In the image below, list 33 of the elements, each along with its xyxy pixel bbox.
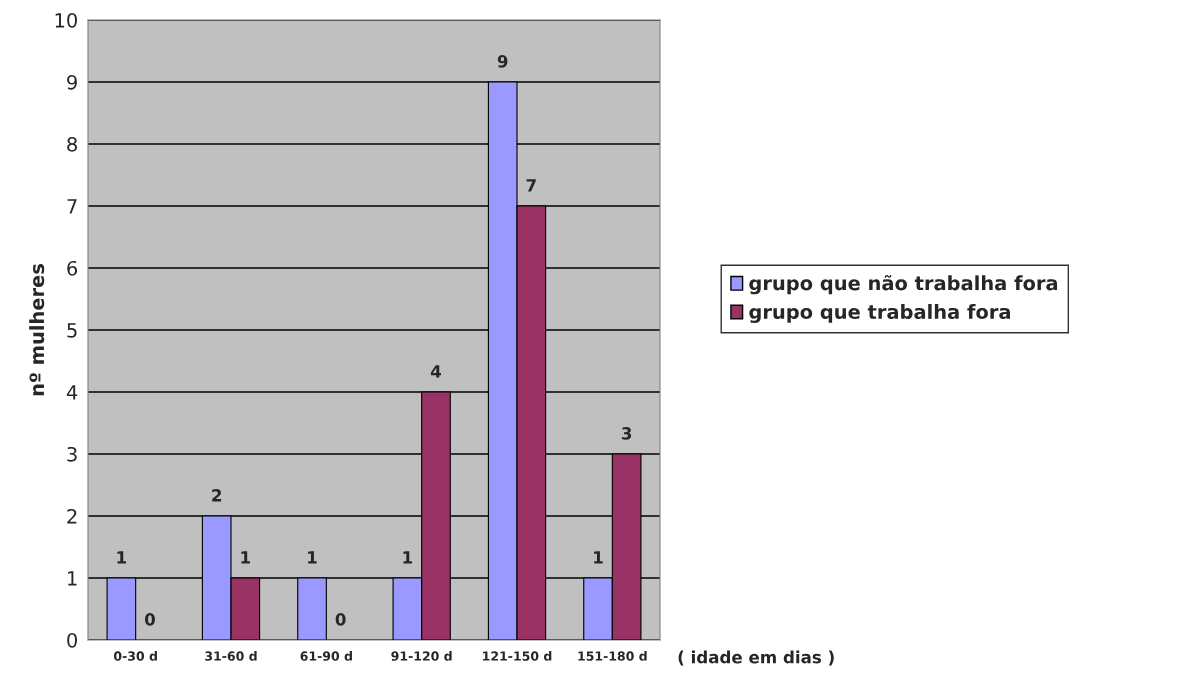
data-label: 0 (335, 613, 346, 626)
data-label: 1 (117, 551, 127, 564)
y-tick-label: 5 (67, 323, 77, 338)
x-tick-label: 91-120 d (391, 651, 452, 661)
x-tick-label: 121-150 d (483, 651, 552, 661)
data-label: 9 (497, 55, 508, 68)
y-tick-label: 4 (66, 385, 78, 400)
legend-label: grupo que trabalha fora (749, 304, 1010, 324)
x-axis-title: ( idade em dias ) (678, 650, 834, 666)
data-label: 2 (212, 489, 222, 502)
data-label: 4 (430, 365, 441, 378)
x-tick-label: 151-180 d (578, 651, 647, 661)
data-label: 1 (403, 551, 413, 564)
y-tick-label: 8 (67, 136, 77, 152)
x-tick-label: 0-30 d (113, 651, 157, 661)
y-tick-label: 3 (67, 446, 77, 462)
data-label: 7 (526, 179, 536, 192)
x-tick-label: 31-60 d (205, 651, 257, 661)
data-label: 0 (144, 613, 155, 626)
y-axis-title: nº mulheres (29, 264, 45, 396)
y-tick-label: 10 (55, 12, 77, 28)
x-tick-label: 61-90 d (300, 651, 352, 661)
data-label: 1 (308, 551, 317, 564)
y-tick-label: 0 (67, 632, 77, 648)
y-tick-label: 6 (67, 260, 78, 276)
y-tick-label: 7 (67, 199, 77, 214)
data-label: 3 (621, 427, 632, 440)
y-tick-label: 1 (68, 571, 77, 586)
data-label: 1 (594, 551, 603, 564)
data-label: 1 (241, 551, 250, 564)
y-tick-label: 9 (67, 74, 77, 90)
legend-label: grupo que não trabalha fora (749, 274, 1058, 295)
y-tick-label: 2 (67, 508, 77, 524)
